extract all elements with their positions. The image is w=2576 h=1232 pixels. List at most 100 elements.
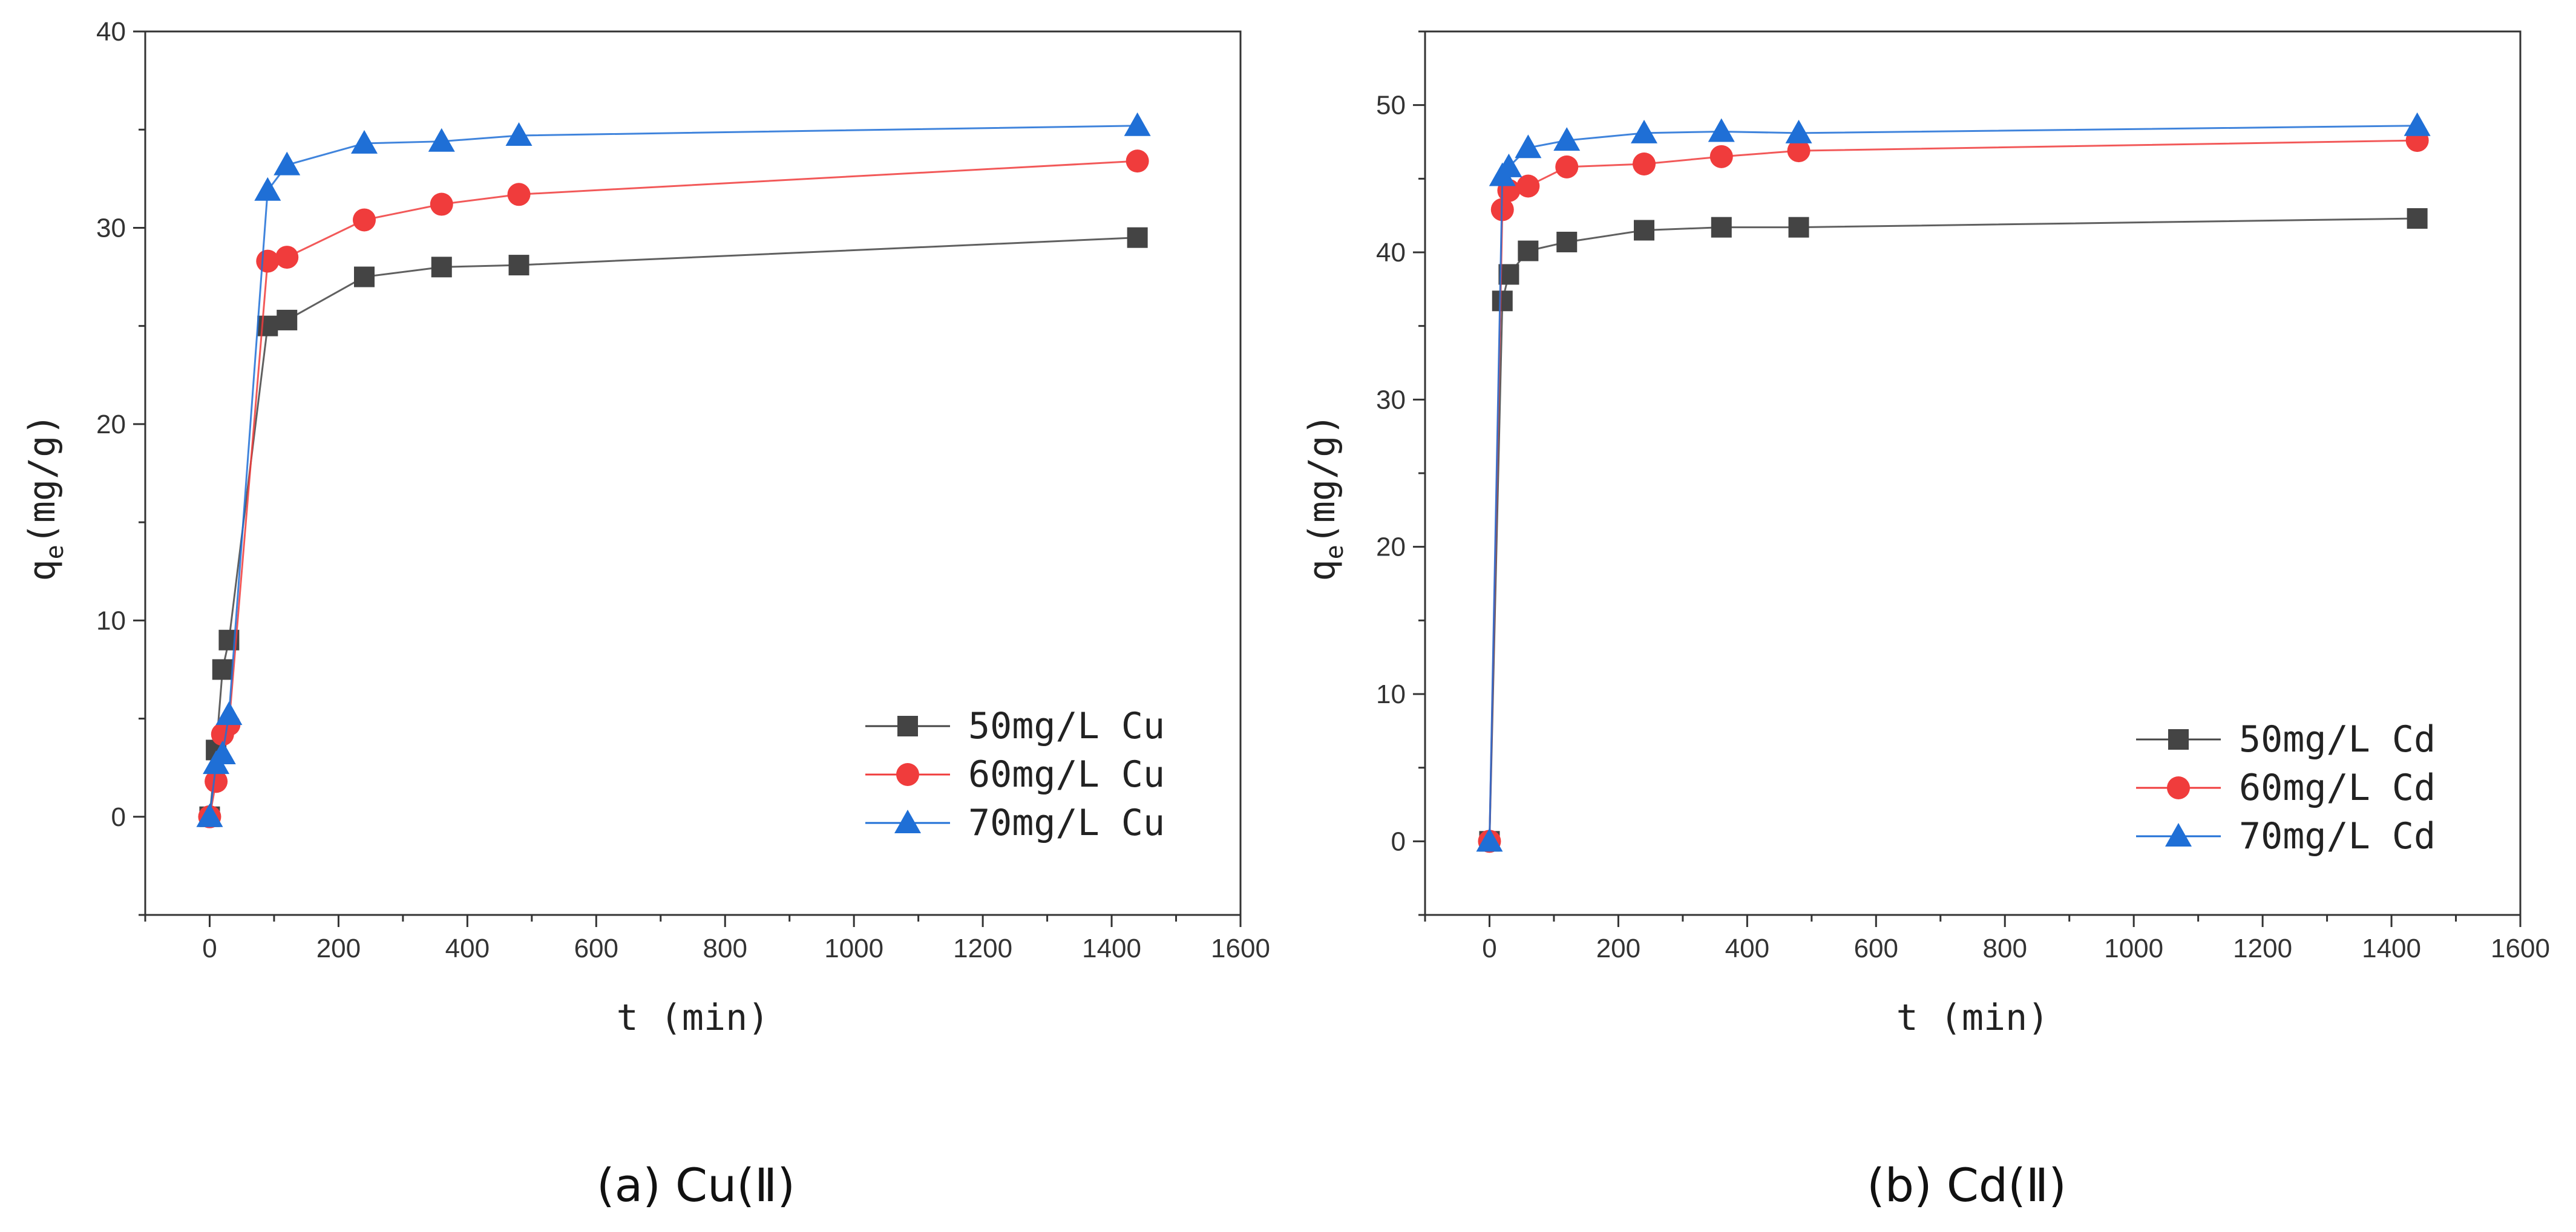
panel-b-series-3-point: [1495, 153, 1522, 177]
panel-a-series-3-point: [1124, 112, 1151, 136]
panel-b-legend-marker-3: [2165, 823, 2192, 847]
panel-b-series-3-point: [1708, 118, 1735, 142]
panel-a-series-2-point: [507, 183, 531, 206]
panel-b-x-tick-label: 1000: [2104, 934, 2163, 963]
panel-b-y-label-q: q: [1301, 559, 1343, 581]
panel-b-series-1-point: [1518, 240, 1539, 261]
panel-a-series-3-point: [428, 128, 455, 152]
panel-a-series-1-point: [277, 309, 298, 330]
panel-a-series-3-point: [215, 701, 243, 726]
panel-a-x-tick-label: 200: [316, 934, 361, 963]
panel-b-series-1-point: [1492, 290, 1513, 312]
panel-a-y-tick-label: 0: [111, 802, 126, 832]
panel-b-x-tick-label: 1200: [2233, 934, 2292, 963]
panel-a-y-axis-label: qe(mg/g): [21, 414, 69, 582]
panel-b-series-2-point: [1516, 174, 1540, 198]
panel-b-legend-marker-1: [2168, 729, 2189, 750]
panel-b-series-1-point: [1788, 217, 1809, 238]
panel-a-y-label-sub: e: [41, 545, 69, 559]
panel-b-series-1-point: [1556, 231, 1578, 252]
panel-b-series-1-point: [1634, 220, 1654, 241]
panel-a-series-2-point: [430, 192, 453, 216]
panel-a-caption: (a) Cu(Ⅱ): [597, 1158, 795, 1212]
panel-a-x-tick-label: 0: [202, 934, 217, 963]
panel-a-x-tick-label: 1600: [1211, 934, 1270, 963]
panel-a-y-tick-label: 30: [96, 213, 126, 243]
panel-b-x-tick-label: 800: [1983, 934, 2027, 963]
panel-a-y-label-q: q: [21, 559, 64, 581]
panel-a-plot-frame: [144, 30, 1242, 916]
panel-a-y-label-unit: (mg/g): [21, 414, 64, 545]
panel-a-series-3-point: [196, 803, 223, 827]
panel-a-x-tick-label: 800: [703, 934, 747, 963]
panel-a-series-1-point: [212, 659, 233, 680]
panel-b-series-2-point: [1555, 155, 1579, 179]
panel-b-x-tick-label: 1600: [2491, 934, 2550, 963]
panel-a-series-2-point: [275, 246, 299, 269]
panel-b-series-3-point: [1553, 127, 1581, 151]
panel-a-x-axis-label: t (min): [617, 997, 770, 1039]
panel-b-y-tick-label: 50: [1376, 91, 1406, 120]
panel-a-x-tick-label: 600: [574, 934, 618, 963]
panel-a-x-tick-label: 1000: [824, 934, 883, 963]
panel-a-series-3-point: [254, 177, 281, 201]
panel-b-x-tick-label: 0: [1482, 934, 1496, 963]
panel-a-series-2-point: [353, 208, 376, 232]
panel-a-series-1-point: [508, 255, 529, 276]
panel-a-y-tick-label: 40: [96, 17, 126, 47]
panel-a-legend-label-2: 60mg/L Cu: [968, 753, 1165, 796]
panel-a-series-3-point: [274, 151, 301, 175]
panel-b-x-tick-label: 200: [1596, 934, 1640, 963]
panel-b-y-tick-label: 40: [1376, 238, 1406, 267]
panel-a-y-tick-label: 10: [96, 606, 126, 635]
panel-a-y-tick-label: 20: [96, 410, 126, 439]
panel-b-y-tick-label: 10: [1376, 680, 1406, 709]
panel-a-series-1-point: [354, 266, 375, 287]
panel-b-series-3-point: [1785, 119, 1812, 143]
panel-b-y-label-sub: e: [1321, 545, 1349, 559]
chart-panel-cd: 0 200 400 600 800 1000 1200 1400 1600 0 10 20 30 40 50…: [1301, 30, 2550, 1212]
chart-panel-cu: 0 200 400 600 800 1000 1200 1400 1600 0 10 20 30 40 t …: [21, 17, 1270, 1212]
panel-b-x-tick-label: 1400: [2362, 934, 2421, 963]
panel-b-y-tick-label: 20: [1376, 532, 1406, 562]
panel-a-x-tick-label: 1200: [953, 934, 1012, 963]
panel-a-series-2-point: [256, 249, 280, 273]
panel-b-series-3-point: [1515, 134, 1542, 159]
panel-a-series-1-point: [1127, 227, 1148, 248]
panel-b-y-tick-label: 0: [1391, 827, 1406, 856]
panel-a-legend-label-1: 50mg/L Cu: [968, 705, 1165, 747]
panel-b-x-axis-label: t (min): [1896, 997, 2050, 1039]
panel-a-legend-marker-1: [897, 716, 918, 736]
panel-a-series-2-point: [1126, 149, 1149, 173]
panel-b-legend-marker-2: [2167, 776, 2190, 799]
panel-b-series-2-point: [1633, 152, 1656, 175]
panel-a-x-tick-label: 400: [445, 934, 490, 963]
panel-a-x-tick-label: 1400: [1082, 934, 1141, 963]
panel-b-series-1-point: [2407, 208, 2428, 229]
panel-b-legend-label-1: 50mg/L Cd: [2239, 718, 2436, 761]
panel-a-series-2-point: [205, 770, 228, 793]
panel-b-y-tick-label: 30: [1376, 385, 1406, 414]
panel-b-series-1-point: [1711, 217, 1732, 238]
panel-a-series-3-point: [351, 129, 378, 154]
panel-a-series-1-point: [257, 315, 278, 336]
panel-b-y-label-unit: (mg/g): [1301, 414, 1343, 545]
panel-b-legend-label-2: 60mg/L Cd: [2239, 767, 2436, 809]
panel-a-legend-marker-3: [894, 810, 921, 833]
panel-b-series-2-point: [1709, 145, 1733, 168]
panel-b-series-3-point: [2404, 112, 2431, 136]
panel-a-legend-label-3: 70mg/L Cu: [968, 802, 1165, 844]
panel-b-x-tick-label: 400: [1725, 934, 1769, 963]
panel-b-x-tick-label: 600: [1854, 934, 1898, 963]
panel-a-series-3-point: [505, 122, 533, 146]
panel-a-series-3-point: [209, 740, 236, 764]
panel-a-legend-marker-2: [896, 763, 919, 786]
panel-a-series-1-point: [431, 257, 452, 278]
panel-b-caption: (b) Cd(Ⅱ): [1867, 1158, 2066, 1212]
panel-b-series-3-point: [1631, 119, 1657, 143]
panel-b-y-axis-label: qe(mg/g): [1301, 414, 1349, 582]
panel-b-series-3-point: [1476, 828, 1503, 852]
panel-b-legend-label-3: 70mg/L Cd: [2239, 815, 2436, 857]
panel-b-series-2-point: [1787, 139, 1811, 163]
